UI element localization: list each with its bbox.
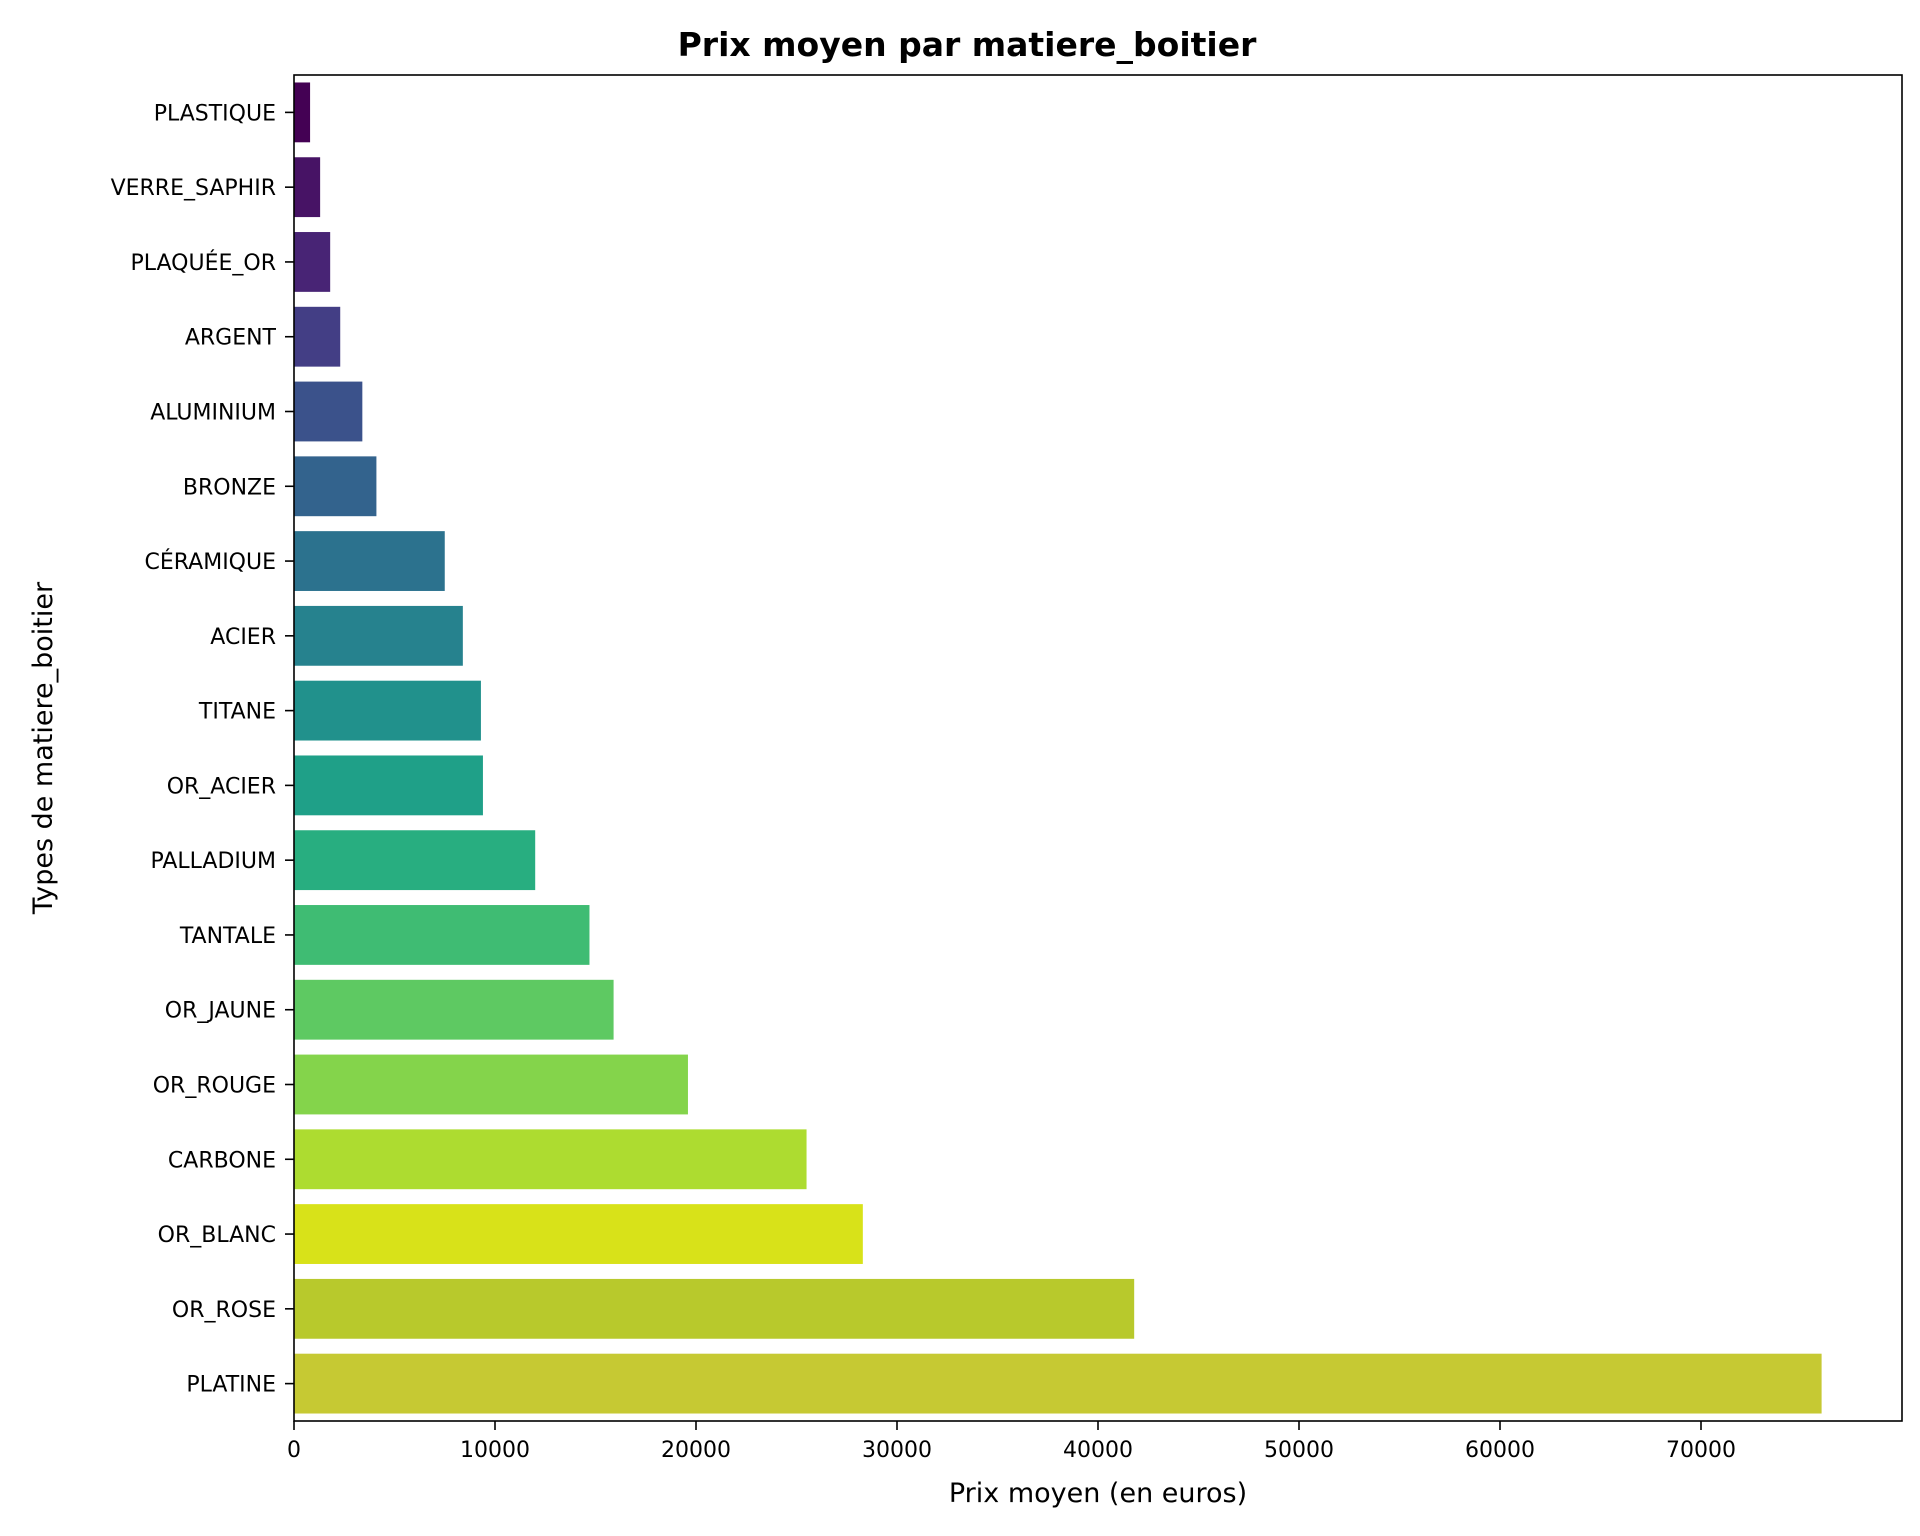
bar <box>294 531 445 591</box>
y-tick-label: PALLADIUM <box>151 849 277 874</box>
bar <box>294 979 614 1040</box>
bar <box>294 1204 863 1264</box>
bar <box>294 1278 1135 1339</box>
bar <box>294 456 377 517</box>
bar <box>294 830 536 891</box>
x-tick-label: 70000 <box>1666 1438 1736 1463</box>
bar <box>294 755 483 816</box>
y-tick-label: OR_ACIER <box>167 774 276 799</box>
bar <box>294 82 311 143</box>
x-tick-label: 20000 <box>661 1438 731 1463</box>
y-tick-label: ALUMINIUM <box>150 401 276 426</box>
bars-group <box>294 82 1822 1414</box>
y-tick-label: TANTALE <box>179 924 276 949</box>
bar <box>294 1353 1822 1414</box>
bar <box>294 905 590 965</box>
bar <box>294 157 321 218</box>
bar <box>294 680 481 741</box>
bar <box>294 1054 688 1115</box>
y-tick-label: ARGENT <box>185 326 277 351</box>
chart-title: Prix moyen par matiere_boitier <box>678 25 1257 64</box>
x-axis-label: Prix moyen (en euros) <box>949 1478 1247 1509</box>
x-tick-label: 10000 <box>460 1438 530 1463</box>
x-tick-label: 40000 <box>1063 1438 1133 1463</box>
y-tick-label: CÉRAMIQUE <box>145 549 277 575</box>
y-tick-label: OR_ROUGE <box>153 1074 276 1099</box>
y-tick-label: PLASTIQUE <box>154 101 276 126</box>
y-tick-label: PLAQUÉE_OR <box>130 250 276 276</box>
y-tick-label: OR_BLANC <box>158 1223 276 1248</box>
y-tick-label: ACIER <box>210 625 276 650</box>
y-tick-label: PLATINE <box>186 1373 276 1398</box>
x-tick-label: 50000 <box>1264 1438 1334 1463</box>
y-axis-label: Types de matiere_boitier <box>28 581 59 915</box>
bar <box>294 232 331 292</box>
bar <box>294 381 363 442</box>
bar <box>294 306 341 367</box>
x-tick-label: 0 <box>287 1438 301 1463</box>
y-tick-label: BRONZE <box>183 475 276 500</box>
x-tick-label: 60000 <box>1465 1438 1535 1463</box>
bar <box>294 605 463 666</box>
x-axis: 0 10000 20000 30000 40000 50000 60000 70000 <box>287 1421 1736 1463</box>
bar <box>294 1129 807 1190</box>
x-tick-label: 30000 <box>862 1438 932 1463</box>
y-tick-label: VERRE_SAPHIR <box>111 176 276 201</box>
y-axis: PLASTIQUE VERRE_SAPHIR PLAQUÉE_OR ARGENT ALU… <box>111 101 294 1398</box>
y-tick-label: OR_JAUNE <box>165 999 276 1024</box>
y-tick-label: OR_ROSE <box>172 1298 276 1323</box>
y-tick-label: TITANE <box>198 700 276 725</box>
y-tick-label: CARBONE <box>168 1148 276 1173</box>
